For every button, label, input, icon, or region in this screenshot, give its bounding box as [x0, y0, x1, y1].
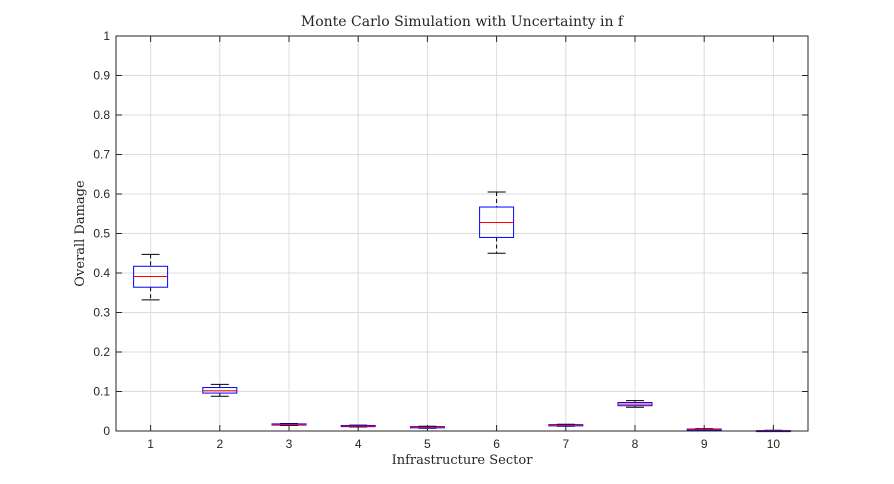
y-tick-label: 1: [103, 29, 110, 43]
y-tick-label: 0.5: [93, 227, 110, 241]
y-tick-label: 0: [103, 424, 110, 438]
x-tick-label: 6: [493, 437, 500, 451]
y-tick-label: 0.9: [93, 69, 110, 83]
x-axis-label: Infrastructure Sector: [392, 453, 534, 468]
x-tick-label: 4: [355, 437, 362, 451]
boxes-layer: [133, 191, 791, 433]
x-tick-label: 1: [147, 437, 154, 451]
x-tick-label: 10: [767, 437, 781, 451]
x-tick-label: 7: [562, 437, 569, 451]
y-tick-label: 0.6: [93, 187, 110, 201]
y-tick-label: 0.4: [93, 266, 110, 280]
ticks-layer: 1 2 3 4 5 6 7 8 9 10 0 0.1 0.2 0.3 0.4 0.5 0.6 0.7 0.8 0.9 1: [93, 29, 808, 451]
x-tick-label: 3: [286, 437, 293, 451]
chart-title: Monte Carlo Simulation with Uncertainty …: [301, 14, 625, 30]
y-axis-label: Overall Damage: [73, 180, 88, 287]
y-tick-label: 0.7: [93, 148, 110, 162]
x-tick-label: 9: [701, 437, 708, 451]
y-tick-label: 0.8: [93, 108, 110, 122]
y-tick-label: 0.1: [93, 385, 110, 399]
y-tick-label: 0.2: [93, 345, 110, 359]
grid-layer: [116, 35, 808, 432]
y-tick-label: 0.3: [93, 306, 110, 320]
box-sector-2: [202, 383, 238, 397]
box-sector-8: [617, 400, 653, 408]
x-tick-label: 2: [216, 437, 223, 451]
box-sector-6: [479, 191, 515, 254]
x-tick-label: 8: [632, 437, 639, 451]
x-tick-label: 5: [424, 437, 431, 451]
box-sector-1: [133, 253, 169, 301]
